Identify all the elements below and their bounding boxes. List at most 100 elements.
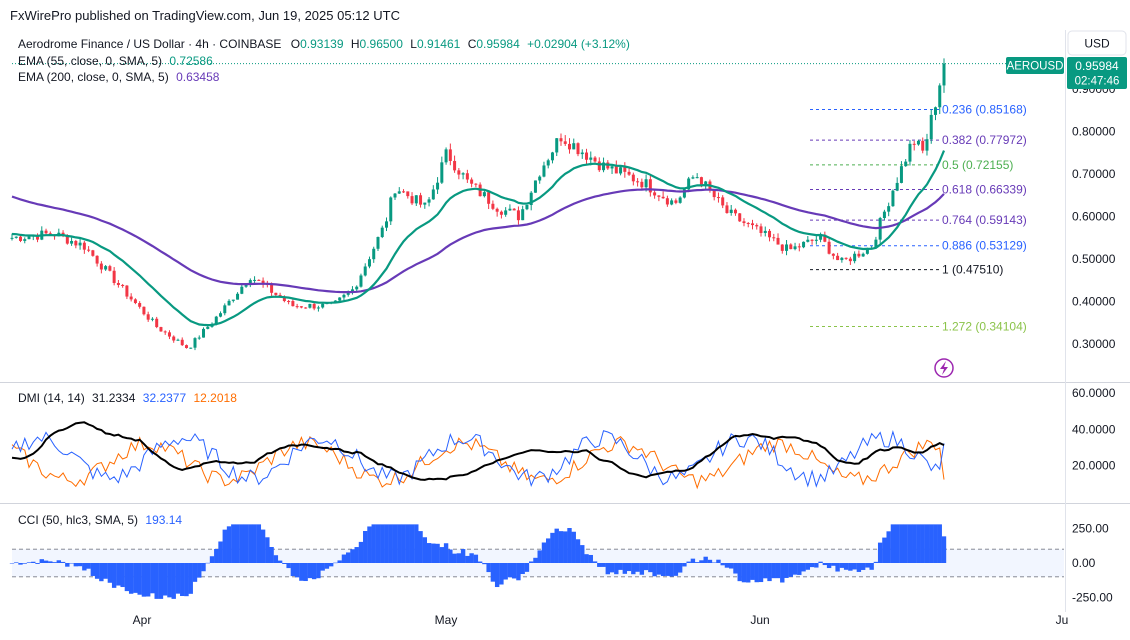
ema200-value: 0.63458 <box>176 70 220 84</box>
cci-bar <box>290 563 296 577</box>
cci-bar <box>171 563 176 599</box>
dmi-label: DMI (14, 14) <box>18 391 85 405</box>
last-price-text: 0.95984 <box>1075 59 1119 73</box>
candle-body <box>938 85 942 108</box>
cci-bar <box>133 563 138 593</box>
cci-bar <box>277 560 283 563</box>
candle-body <box>133 299 137 304</box>
candle-body <box>882 211 886 219</box>
candle-body <box>623 167 627 172</box>
cci-bar <box>839 563 845 568</box>
cci-bar <box>452 553 457 563</box>
cci-legend[interactable]: CCI (50, hlc3, SMA, 5) 193.14 <box>18 513 182 527</box>
cci-bar <box>537 550 542 563</box>
cci-bar <box>299 563 304 581</box>
cci-bar <box>56 560 62 563</box>
cci-bar <box>618 563 623 570</box>
candle-body <box>444 149 448 163</box>
plus-di-value: 32.2377 <box>143 391 187 405</box>
ema55-legend[interactable]: EMA (55, close, 0, SMA, 5) 0.72586 <box>18 54 213 68</box>
fib-label: 0.618 (0.66339) <box>942 183 1027 197</box>
cci-bar <box>180 563 185 597</box>
candle-body <box>559 138 563 142</box>
candle-body <box>699 177 703 187</box>
lightning-icon[interactable] <box>934 358 954 378</box>
cci-bar <box>780 563 785 583</box>
candle-body <box>74 240 78 246</box>
candle-body <box>670 200 674 205</box>
cci-bar <box>656 563 662 575</box>
cci-bar <box>903 524 908 563</box>
candle-body <box>631 174 635 182</box>
cci-bar <box>150 563 155 594</box>
candle-body <box>678 197 682 203</box>
fib-label: 0.382 (0.77972) <box>942 133 1027 147</box>
cci-bar <box>111 563 117 588</box>
candle-body <box>385 221 389 228</box>
candle-body <box>648 179 652 193</box>
candle-body <box>397 191 401 194</box>
cci-bar <box>184 563 189 597</box>
cci-bar <box>784 563 789 578</box>
candle-body <box>750 223 754 226</box>
ema55-label: EMA (55, close, 0, SMA, 5) <box>18 54 162 68</box>
cci-bar <box>346 552 351 563</box>
main-legend[interactable]: Aerodrome Finance / US Dollar · 4h · COI… <box>18 37 630 51</box>
cci-bar <box>311 563 317 580</box>
candle-body <box>512 208 516 211</box>
cci-bar <box>145 563 151 597</box>
cci-bar <box>818 561 823 563</box>
candle-body <box>295 306 299 308</box>
candle-body <box>155 318 159 328</box>
candle-body <box>223 305 227 314</box>
cci-bar <box>439 547 445 563</box>
candle-body <box>614 166 618 174</box>
cci-bar <box>154 563 159 599</box>
candle-body <box>895 182 899 191</box>
cci-bar <box>886 531 891 563</box>
cci-bar <box>303 563 308 582</box>
dmi-legend[interactable]: DMI (14, 14) 31.2334 32.2377 12.2018 <box>18 391 237 405</box>
cci-bar <box>482 563 487 565</box>
candle-body <box>163 331 167 333</box>
candle-body <box>346 292 350 295</box>
cci-bar <box>869 563 874 570</box>
candle-body <box>338 297 342 301</box>
candle-body <box>567 143 571 150</box>
cci-bar <box>107 563 113 583</box>
candle-body <box>610 166 614 169</box>
cci-bar <box>916 524 921 563</box>
cci-bar <box>248 524 253 563</box>
candle-body <box>236 293 240 300</box>
cci-bar <box>575 539 581 563</box>
price-tick: 0.80000 <box>1072 125 1116 139</box>
cci-bar <box>805 563 811 570</box>
candle-body <box>802 241 806 248</box>
cci-bar <box>592 561 598 563</box>
cci-bar <box>635 563 640 572</box>
cci-bar <box>907 524 913 563</box>
cci-bar <box>652 563 657 577</box>
cci-bar <box>814 563 819 568</box>
price-tick: 0.70000 <box>1072 167 1116 181</box>
cci-bar <box>201 563 206 572</box>
candle-body <box>308 303 312 308</box>
candle-body <box>585 152 589 160</box>
cci-bar <box>929 524 934 563</box>
symbol-tag <box>1006 57 1064 74</box>
cci-bar <box>252 524 257 563</box>
cci-bar <box>584 554 589 563</box>
ema200-legend[interactable]: EMA (200, close, 0, SMA, 5) 0.63458 <box>18 70 220 84</box>
currency-button[interactable] <box>1067 30 1127 56</box>
cci-bar <box>843 563 849 570</box>
candle-body <box>687 178 691 190</box>
cci-bar <box>99 563 104 582</box>
cci-value: 193.14 <box>145 513 182 527</box>
fib-retracement[interactable]: 0.236 (0.85168) 0.382 (0.77972) 0.5 (0.721… <box>810 103 1027 334</box>
cci-bar <box>873 561 879 563</box>
cci-bar <box>626 563 632 572</box>
cci-bar <box>52 562 57 563</box>
candle-body <box>359 275 363 287</box>
candle-body <box>27 236 31 240</box>
